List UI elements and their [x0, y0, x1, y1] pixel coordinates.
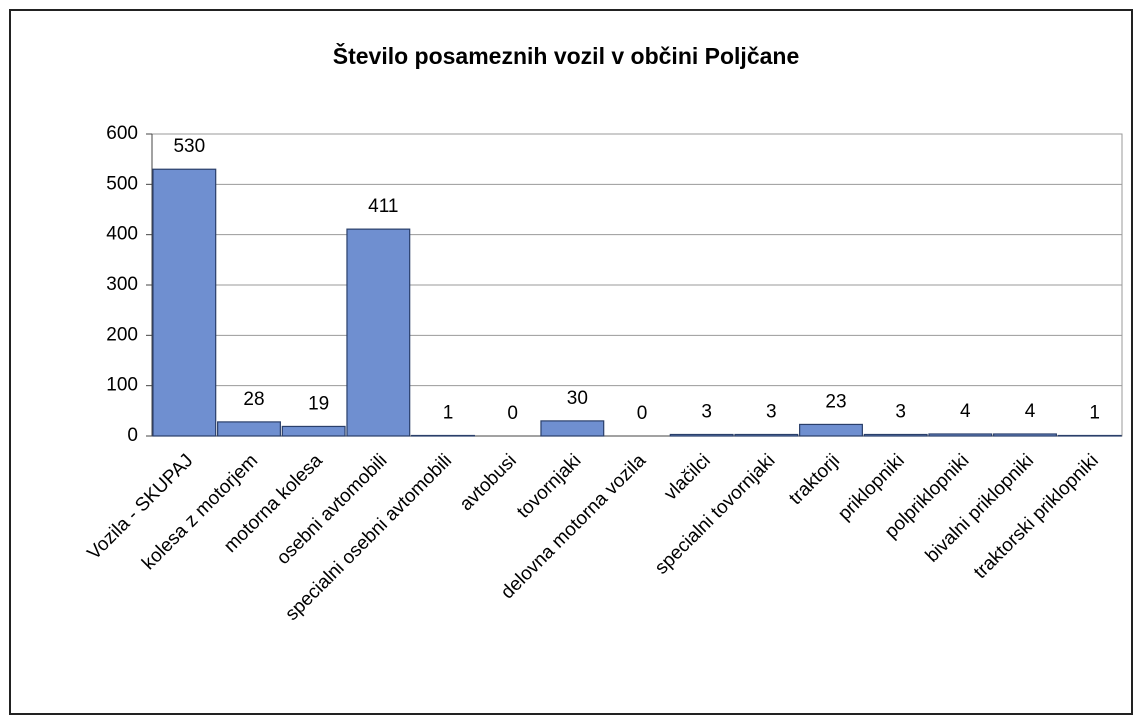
chart-title: Število posameznih vozil v občini Poljča…: [333, 42, 800, 69]
bar: [346, 228, 411, 437]
data-label: 4: [960, 401, 971, 422]
bar: [863, 433, 928, 437]
data-label: 23: [825, 391, 846, 412]
bar: [669, 433, 734, 437]
bar: [281, 425, 346, 437]
data-label: 0: [637, 403, 648, 424]
bar: [152, 168, 217, 437]
y-tick-label: 0: [127, 425, 138, 446]
data-label: 1: [443, 403, 454, 424]
bar: [540, 420, 605, 437]
y-tick-label: 200: [106, 324, 138, 345]
bar: [928, 433, 993, 437]
y-tick-label: 600: [106, 123, 138, 144]
data-label: 0: [507, 403, 518, 424]
bar: [734, 433, 799, 437]
bar: [217, 421, 281, 437]
y-tick-label: 400: [106, 224, 138, 245]
bar: [799, 423, 863, 437]
data-label: 4: [1025, 401, 1036, 422]
y-tick-label: 300: [106, 274, 138, 295]
data-label: 411: [368, 196, 398, 217]
data-label: 19: [308, 393, 329, 414]
y-tick-label: 100: [106, 375, 138, 396]
bar: [993, 433, 1057, 437]
data-label: 1: [1089, 403, 1100, 424]
data-label: 3: [895, 402, 906, 423]
bar: [1057, 434, 1122, 437]
data-label: 30: [567, 388, 588, 409]
data-label: 28: [243, 389, 264, 410]
data-label: 3: [701, 402, 712, 423]
bar: [411, 434, 475, 437]
data-label: 530: [173, 136, 205, 157]
y-tick-label: 500: [106, 173, 138, 194]
data-label: 3: [766, 402, 777, 423]
